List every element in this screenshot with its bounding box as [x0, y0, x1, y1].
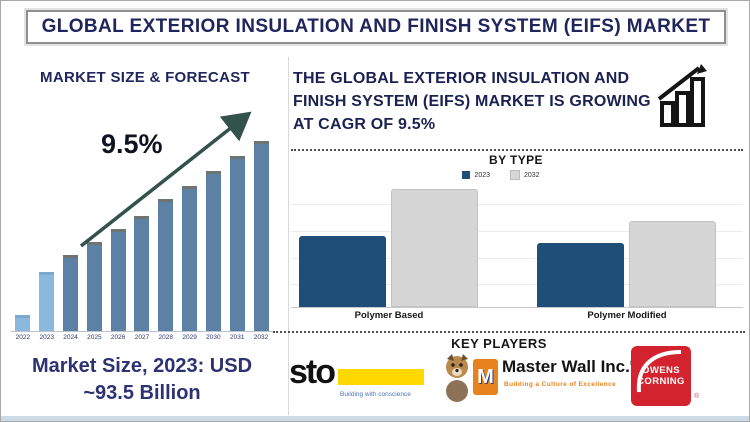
forecast-bar-2022 [11, 315, 35, 331]
gridline [291, 284, 743, 285]
forecast-chart-title: MARKET SIZE & FORECAST [40, 69, 250, 86]
gridline [291, 231, 743, 232]
bytype-legend: 2023 2032 [289, 170, 713, 180]
forecast-year-axis: 2022 2023 2024 2025 2026 2027 2028 2029 2030 2031… [11, 334, 273, 341]
bar-2032 [629, 221, 716, 307]
bytype-chart-title: BY TYPE [489, 153, 543, 167]
gridline [291, 258, 743, 259]
forecast-bar-2028 [154, 199, 178, 331]
bulldog-mascot-icon [446, 354, 468, 402]
bottom-accent-strip [1, 416, 749, 421]
arrowhead [697, 64, 707, 74]
forecast-bar-2027 [130, 216, 154, 331]
market-size-callout: Market Size, 2023: USD ~93.5 Billion [31, 355, 253, 404]
year-label: 2025 [87, 334, 102, 341]
vertical-divider [288, 57, 289, 415]
registered-mark: ® [694, 393, 700, 400]
year-label: 2026 [110, 334, 126, 341]
cagr-heading: THE GLOBAL EXTERIOR INSULATION AND FINIS… [293, 70, 651, 134]
bar-2023 [299, 236, 386, 307]
category-label-polymer-based: Polymer Based [354, 310, 424, 321]
legend-item-2032: 2032 [510, 170, 540, 180]
legend-label: 2023 [474, 171, 490, 179]
page-title: GLOBAL EXTERIOR INSULATION AND FINISH SY… [41, 16, 711, 37]
forecast-bar-2032 [249, 141, 273, 331]
bar-2023 [537, 243, 624, 307]
m-glyph: M [477, 366, 494, 388]
year-label: 2032 [253, 334, 269, 341]
bar-2032 [391, 189, 478, 307]
forecast-bar-2025 [82, 242, 106, 331]
forecast-bar-2026 [106, 229, 130, 331]
dotted-divider [291, 149, 743, 151]
master-wall-tagline: Building a Culture of Excellence [504, 381, 617, 388]
bar-group-polymer-based [299, 189, 478, 307]
legend-item-2023: 2023 [462, 170, 490, 180]
category-label-polymer-modified: Polymer Modified [587, 310, 667, 321]
year-label: 2031 [229, 334, 245, 341]
gridline [291, 204, 743, 205]
sto-tagline: Building with conscience [340, 391, 411, 398]
sto-yellow-bar [338, 369, 424, 385]
bar-chart-growth-icon [657, 64, 707, 127]
year-label: 2027 [134, 334, 150, 341]
forecast-bar-2030 [202, 171, 226, 331]
legend-swatch [510, 170, 520, 180]
dotted-divider [273, 331, 745, 333]
forecast-bar-2031 [225, 156, 249, 331]
forecast-bar-2029 [178, 186, 202, 331]
sto-logo: sto Building with conscience [289, 351, 429, 406]
key-players-title: KEY PLAYERS [451, 336, 547, 351]
master-wall-logo: M Master Wall Inc.® Building a Culture o… [444, 351, 635, 406]
owens-corning-wordmark: OWENS CORNING [637, 365, 685, 387]
year-label: 2024 [63, 334, 78, 341]
owens-swoosh-icon [636, 350, 682, 393]
year-label: 2028 [158, 334, 174, 341]
forecast-bar-2023 [35, 272, 59, 331]
bar-group-polymer-modified [537, 221, 716, 307]
year-label: 2029 [182, 334, 197, 341]
main-title-box: GLOBAL EXTERIOR INSULATION AND FINISH SY… [26, 10, 726, 44]
owens-corning-logo: OWENS CORNING [631, 346, 691, 406]
forecast-bar-2024 [59, 255, 83, 331]
legend-label: 2032 [524, 171, 540, 179]
legend-swatch [462, 171, 471, 179]
year-label: 2022 [15, 334, 31, 341]
year-label: 2030 [206, 334, 221, 341]
master-wall-m-emblem: M [473, 359, 498, 395]
sto-wordmark: sto [289, 353, 336, 391]
cagr-annotation: 9.5% [101, 129, 163, 159]
master-wall-name: Master Wall Inc.® [502, 357, 635, 377]
bytype-bar-chart [291, 186, 743, 308]
year-label: 2023 [39, 334, 54, 341]
